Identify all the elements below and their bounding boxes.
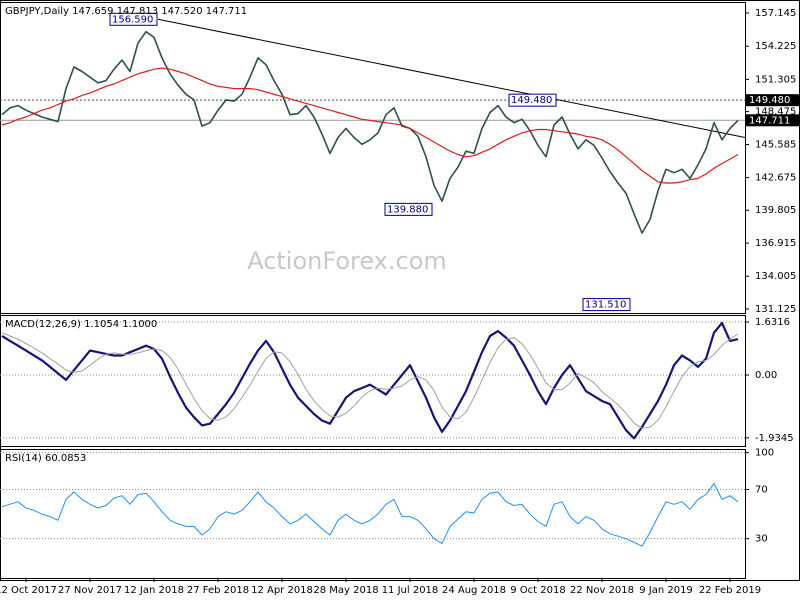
annotation-label: 131.510 — [585, 300, 626, 311]
annotation-label: 156.590 — [112, 14, 153, 25]
y-tick-label: 154.225 — [755, 41, 796, 52]
y-tick-label: 139.805 — [755, 205, 796, 216]
level-label-box — [746, 94, 800, 107]
annotation-box — [384, 202, 433, 216]
panel-title: RSI(14) 60.0853 — [5, 453, 86, 464]
watermark: ActionForex.com — [247, 247, 447, 275]
x-tick-label: 9 Jan 2019 — [639, 585, 693, 596]
x-tick-label: 12 Oct 2017 — [0, 585, 57, 596]
x-tick-label: 28 May 2018 — [313, 585, 378, 596]
y-tick-label: 148.475 — [755, 107, 796, 118]
y-tick-label: 136.915 — [755, 238, 796, 249]
y-tick-label: 142.675 — [755, 173, 796, 184]
x-tick-label: 24 Aug 2018 — [442, 585, 506, 596]
y-tick-label: 157.145 — [755, 8, 796, 19]
y-tick-label: 0.00 — [755, 370, 777, 381]
annotation-box — [508, 93, 557, 107]
x-tick-label: 22 Nov 2018 — [570, 585, 634, 596]
annotation-label: 139.880 — [387, 204, 428, 215]
y-tick-label: 145.585 — [755, 139, 796, 150]
x-tick-label: 27 Nov 2017 — [58, 585, 122, 596]
x-tick-label: 12 Jan 2018 — [124, 585, 184, 596]
level-label-box — [746, 114, 800, 127]
y-tick-label: 151.305 — [755, 74, 796, 85]
y-tick-label: 30 — [755, 534, 768, 545]
x-tick-label: 12 Apr 2018 — [251, 585, 313, 596]
panel-title: MACD(12,26,9) 1.1054 1.1000 — [5, 319, 157, 330]
x-tick-label: 22 Feb 2019 — [699, 585, 761, 596]
y-tick-label: 70 — [755, 485, 768, 496]
y-tick-label: -1.9345 — [755, 433, 794, 444]
annotation-box — [582, 298, 631, 312]
x-tick-label: 9 Oct 2018 — [510, 585, 565, 596]
annotation-label: 149.480 — [511, 95, 552, 106]
y-tick-label: 131.125 — [755, 304, 796, 315]
series-line — [1, 30, 739, 234]
annotation-box — [109, 12, 158, 26]
series-line — [1, 332, 739, 429]
series-line — [1, 482, 739, 547]
x-tick-label: 27 Feb 2018 — [187, 585, 249, 596]
x-tick-label: 11 Jul 2018 — [382, 585, 439, 596]
panel-title: GBPJPY,Daily 147.659 147.813 147.520 147… — [5, 6, 247, 17]
y-tick-label: 1.6316 — [755, 317, 790, 328]
level-label: 147.711 — [749, 115, 790, 126]
trendline — [157, 18, 746, 138]
level-label: 149.480 — [749, 95, 790, 106]
y-tick-label: 100 — [755, 448, 774, 459]
series-line — [1, 67, 739, 184]
y-tick-label: 134.005 — [755, 271, 796, 282]
